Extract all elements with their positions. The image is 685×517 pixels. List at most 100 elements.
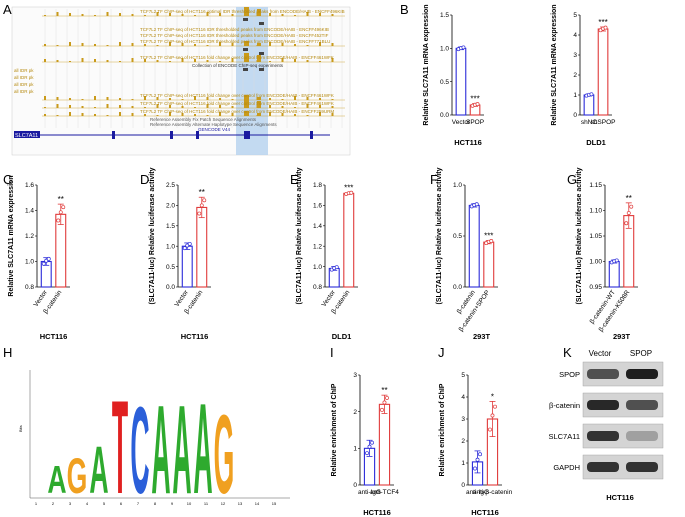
y-tick-label: 4 (573, 32, 577, 39)
blot-band (587, 400, 619, 410)
track-signal (44, 44, 46, 46)
track-signal (306, 45, 309, 46)
track-signal (194, 114, 196, 116)
x-tick-label: SPOP (466, 119, 484, 126)
bar (196, 206, 208, 288)
y-tick-label: 1.5 (166, 223, 175, 230)
track-label: Reference Assembly Alternate Haplotype S… (150, 122, 277, 127)
chart-f: F 0.0 0.5 1.0 (SLC7A11-luc) Relative lucifer… (430, 167, 498, 341)
track-signal (56, 115, 59, 116)
y-tick-label: 3 (573, 52, 577, 59)
y-tick-label: 0.5 (440, 79, 449, 86)
track-signal (231, 43, 234, 46)
track-signal (231, 58, 234, 62)
track-signal (56, 12, 59, 16)
data-point (380, 407, 384, 412)
track-peak (244, 41, 249, 46)
logo-letter: G (214, 393, 235, 517)
data-point (589, 92, 594, 97)
track-signal (44, 59, 46, 62)
side-label: all IDR pk (14, 89, 34, 94)
side-label: all IDR pk (14, 75, 34, 80)
data-point (624, 221, 629, 226)
track-label: TCF7L2 TF ChIP-seq of HCT116 IDR thresho… (140, 33, 329, 38)
track-signal (306, 97, 309, 100)
track-signal (194, 107, 196, 108)
track-signal (144, 114, 146, 116)
significance: *** (484, 231, 493, 240)
track-peak (244, 111, 249, 116)
bar (483, 241, 495, 288)
panel-label: F (430, 172, 438, 187)
data-point (199, 203, 204, 208)
y-axis-label: (SLC7A11-luc) Relative luciferase activi… (436, 167, 443, 304)
y-tick-label: 1 (461, 460, 465, 467)
panel-label: I (330, 345, 334, 360)
track-signal (319, 61, 321, 62)
track-label: TCF7L2 TF ChIP-seq of HCT116 IDR thresho… (140, 39, 330, 44)
track-signal (69, 42, 71, 46)
y-tick-label: 0.8 (313, 284, 322, 291)
track-signal (156, 45, 159, 46)
data-point (478, 452, 482, 457)
logo-position: 5 (103, 501, 106, 506)
y-tick-label: 1.0 (313, 264, 322, 271)
track-signal (169, 13, 171, 16)
track-signal (294, 59, 296, 62)
track-signal (331, 99, 334, 100)
y-tick-label: 2.0 (166, 203, 175, 210)
panel-label: D (140, 172, 149, 187)
track-signal (294, 15, 296, 16)
track-signal (156, 104, 159, 108)
y-tick-label: 1.15 (589, 182, 602, 189)
track-signal (181, 106, 184, 108)
track-signal (181, 14, 184, 16)
track-signal (131, 43, 134, 46)
track-signal (331, 14, 334, 16)
y-tick-label: 1.0 (440, 46, 449, 53)
blot-band (626, 431, 658, 441)
track-signal (219, 42, 221, 46)
track-peak (244, 53, 249, 62)
track-signal (206, 60, 209, 62)
data-point (603, 25, 608, 30)
lane-label: SPOP (630, 349, 652, 358)
protein-label: SLC7A11 (548, 432, 580, 441)
track-signal (206, 115, 209, 116)
track-peak (244, 7, 249, 16)
y-tick-label: 0.5 (453, 233, 462, 240)
bar (608, 260, 620, 288)
track-label: TCF7L2 TF ChIP-seq of HCT116 optimal IDR… (140, 9, 345, 14)
peak-marker (243, 18, 248, 21)
significance: ** (58, 195, 64, 204)
track-signal (144, 59, 146, 62)
track-signal (44, 114, 46, 116)
logo-position: 7 (137, 501, 140, 506)
track-signal (119, 105, 121, 108)
bar (583, 94, 595, 116)
track-signal (94, 114, 96, 116)
side-labels: all IDR pk all IDR pk all IDR pk all IDR… (14, 68, 34, 94)
track-signal (56, 45, 59, 46)
track-label: TCF7L2 TF ChIP-seq of HCT116 IDR thresho… (140, 27, 329, 32)
significance: *** (470, 95, 479, 104)
track-signal (69, 98, 71, 100)
y-tick-label: 0.5 (166, 264, 175, 271)
track-signal (294, 96, 296, 100)
track-signal (294, 114, 296, 116)
y-tick-label: 3 (353, 372, 357, 379)
track-signal (306, 60, 309, 62)
bar (455, 47, 467, 116)
chart-caption: 293T (473, 332, 491, 341)
y-tick-label: 0.0 (453, 284, 462, 291)
track-signal (106, 45, 109, 46)
track-label: TCF7L2 TF ChIP-seq of HCT116 fold change… (140, 93, 334, 98)
logo-position: 9 (171, 501, 174, 506)
y-tick-label: 2 (461, 438, 465, 445)
data-point (44, 258, 49, 263)
y-axis-label: Relative enrichment of ChIP (331, 383, 338, 476)
chart-g: G 0.95 1.00 1.05 1.10 1.15 (SLC7A11-luc) Relat… (567, 167, 638, 341)
track-signal (219, 98, 221, 100)
track-signal (269, 13, 271, 16)
